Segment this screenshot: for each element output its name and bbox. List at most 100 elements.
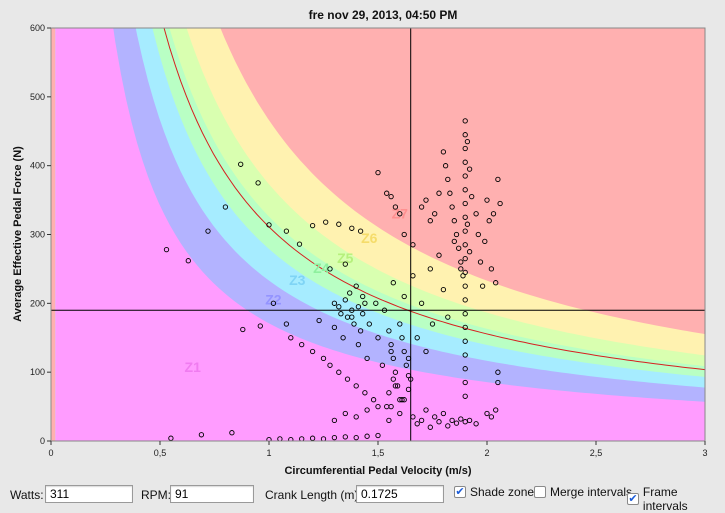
data-point <box>331 417 338 424</box>
data-point <box>351 321 357 327</box>
data-point <box>349 307 355 313</box>
data-point <box>462 269 468 276</box>
watts-input[interactable] <box>45 485 133 503</box>
data-point <box>495 379 501 386</box>
x-tick-label: 0 <box>48 448 53 458</box>
data-point <box>229 430 235 436</box>
data-point <box>399 397 405 403</box>
data-point <box>399 335 405 341</box>
data-point <box>462 118 468 124</box>
data-point <box>462 173 468 179</box>
rpm-input[interactable] <box>170 485 254 503</box>
data-point <box>240 326 246 333</box>
data-point <box>462 145 468 152</box>
data-point <box>344 376 351 382</box>
data-point <box>331 300 338 306</box>
data-point <box>473 211 479 217</box>
watts-label: Watts: <box>10 488 44 502</box>
data-point <box>449 204 455 210</box>
data-point <box>410 273 416 279</box>
data-point <box>353 434 359 441</box>
data-point <box>405 372 412 379</box>
data-point <box>482 238 488 245</box>
axes: 0 0,5 1 1,5 2 2,5 3 0 100 200 300 400 500 600 <box>30 23 708 458</box>
data-point <box>257 323 263 329</box>
data-point <box>349 225 355 231</box>
data-point <box>462 255 468 262</box>
frame-intervals-checkbox[interactable]: ✔ Frame intervals <box>627 485 725 513</box>
data-point <box>309 348 316 355</box>
data-point <box>353 283 359 289</box>
data-point <box>464 138 471 145</box>
data-point <box>414 421 420 427</box>
y-tick-label: 100 <box>30 367 45 377</box>
crank-length-input[interactable] <box>356 485 444 503</box>
data-point <box>362 390 368 396</box>
merge-intervals-checkbox[interactable]: Merge intervals <box>534 485 632 499</box>
data-point <box>484 410 490 417</box>
data-point <box>495 176 501 183</box>
data-point <box>327 266 333 272</box>
data-point <box>366 321 372 327</box>
zone-band-z1 <box>55 28 705 441</box>
data-point <box>342 410 348 417</box>
x-tick-label: 2,5 <box>590 448 603 458</box>
data-point <box>373 300 379 306</box>
data-point <box>375 432 381 439</box>
y-tick-label: 600 <box>30 23 45 33</box>
data-point <box>336 304 342 310</box>
data-point <box>397 397 403 403</box>
data-point <box>453 420 460 426</box>
data-point <box>388 348 394 355</box>
data-point <box>357 228 364 234</box>
data-point <box>296 241 303 247</box>
data-point <box>327 362 333 368</box>
data-point <box>447 190 453 196</box>
data-point <box>198 432 205 438</box>
data-point <box>347 290 353 296</box>
y-tick-label: 500 <box>30 92 45 102</box>
shade-zones-checkbox[interactable]: ✔ Shade zones <box>454 485 540 499</box>
data-point <box>410 414 416 420</box>
x-tick-label: 1 <box>266 448 271 458</box>
data-point <box>427 218 433 224</box>
data-point <box>436 252 442 258</box>
data-point <box>357 328 364 334</box>
zone-label-z3: Z3 <box>289 272 306 288</box>
rpm-label: RPM: <box>141 488 171 502</box>
data-point <box>401 293 407 300</box>
data-point <box>493 280 499 286</box>
data-point <box>364 433 370 439</box>
data-point <box>497 200 503 207</box>
data-point <box>462 228 468 234</box>
data-point <box>342 434 348 440</box>
data-point <box>392 383 399 389</box>
data-point <box>360 293 366 300</box>
y-tick-label: 300 <box>30 230 45 240</box>
data-point <box>320 355 327 362</box>
merge-intervals-label: Merge intervals <box>550 485 633 499</box>
y-tick-label: 200 <box>30 298 45 308</box>
data-point <box>440 149 447 155</box>
x-tick-label: 0,5 <box>154 448 167 458</box>
data-point <box>222 204 229 210</box>
x-tick-label: 3 <box>702 448 707 458</box>
data-point <box>462 242 468 248</box>
data-point <box>405 355 412 362</box>
data-point <box>462 352 468 358</box>
data-point <box>462 132 468 138</box>
data-point <box>353 383 359 389</box>
data-point <box>362 300 368 306</box>
data-point <box>456 245 462 251</box>
data-point <box>355 304 362 310</box>
data-point <box>344 314 351 320</box>
data-point <box>458 416 464 422</box>
data-point <box>388 193 394 200</box>
data-point <box>364 407 370 413</box>
data-point <box>484 197 490 203</box>
data-point <box>386 328 392 334</box>
data-point <box>449 417 455 424</box>
data-point <box>418 204 425 210</box>
data-point <box>283 228 290 234</box>
data-point <box>479 283 486 289</box>
